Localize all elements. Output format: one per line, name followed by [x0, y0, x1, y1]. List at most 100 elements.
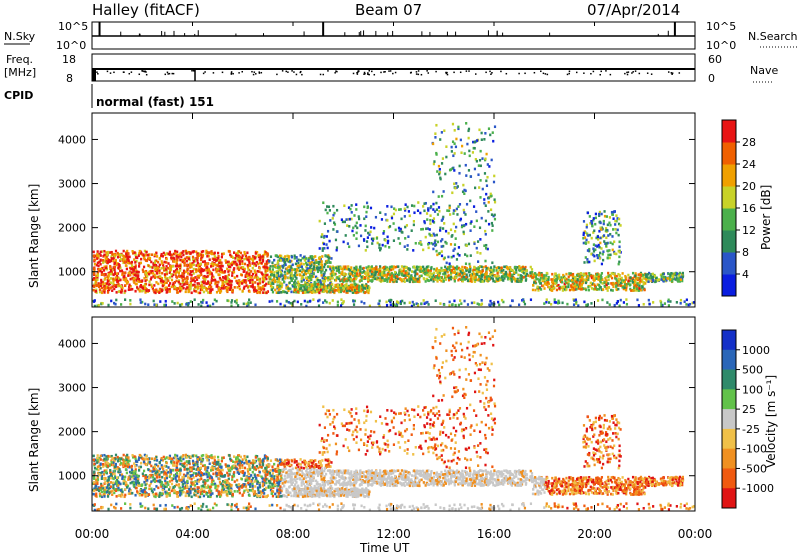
power-cell	[208, 286, 210, 289]
power-cell	[613, 240, 615, 243]
power-cell	[332, 299, 334, 302]
power-cell	[462, 278, 464, 281]
power-cell	[259, 280, 261, 283]
power-cell	[638, 304, 640, 307]
power-cell	[179, 259, 181, 262]
power-cell	[323, 290, 325, 293]
power-cell	[245, 281, 247, 284]
power-cell	[313, 291, 315, 294]
power-cell	[607, 257, 609, 260]
colorbar-tick-label: 8	[742, 246, 749, 259]
power-cell	[484, 260, 486, 263]
power-cell	[450, 276, 452, 279]
nave-point	[167, 72, 169, 74]
velocity-data	[92, 326, 695, 511]
power-cell	[393, 265, 395, 268]
power-cell	[161, 289, 163, 292]
power-cell	[389, 225, 391, 228]
power-cell	[474, 168, 476, 171]
power-cell	[176, 268, 178, 271]
power-cell	[311, 255, 313, 258]
power-cell	[600, 247, 602, 250]
colorbar-segment	[722, 252, 736, 275]
power-cell	[272, 291, 274, 294]
power-cell	[105, 251, 107, 254]
power-cell	[165, 265, 167, 268]
power-cell	[515, 268, 517, 271]
power-cell	[485, 204, 487, 207]
power-cell	[169, 276, 171, 279]
nave-point	[374, 74, 376, 76]
power-cell	[115, 254, 117, 257]
power-cell	[441, 245, 443, 248]
power-cell	[434, 136, 436, 139]
power-cell	[93, 267, 95, 270]
power-cell	[318, 292, 320, 295]
power-cell	[545, 277, 547, 280]
power-cell	[322, 301, 324, 304]
power-cell	[340, 273, 342, 276]
power-cell	[243, 286, 245, 289]
power-cell	[160, 267, 162, 270]
nave-point	[392, 73, 394, 75]
power-cell	[587, 303, 589, 306]
power-cell	[485, 267, 487, 270]
power-cell	[406, 271, 408, 274]
power-cell	[432, 220, 434, 223]
power-cell	[455, 182, 457, 185]
power-cell	[202, 255, 204, 258]
power-cell	[238, 283, 240, 286]
power-cell	[612, 228, 614, 231]
power-cell	[484, 172, 486, 175]
power-cell	[420, 302, 422, 305]
freq-tick-top: 18	[62, 53, 76, 66]
power-cell	[598, 284, 600, 287]
power-cell	[618, 246, 620, 249]
power-cell	[566, 303, 568, 306]
power-cell	[335, 267, 337, 270]
power-cell	[612, 217, 614, 220]
power-cell	[463, 209, 465, 212]
power-cell	[611, 211, 613, 214]
power-cell	[123, 276, 125, 279]
power-cell	[632, 272, 634, 275]
power-cell	[329, 209, 331, 212]
power-cell	[157, 283, 159, 286]
power-cell	[583, 261, 585, 264]
power-cell	[585, 239, 587, 242]
power-cell	[404, 272, 406, 275]
power-cell	[181, 272, 183, 275]
power-cell	[667, 273, 669, 276]
nave-point	[193, 70, 195, 72]
power-cell	[609, 303, 611, 306]
power-cell	[608, 286, 610, 289]
power-cell	[449, 262, 451, 265]
nave-point	[453, 72, 455, 74]
power-cell	[345, 234, 347, 237]
nave-point	[490, 73, 492, 75]
power-cell	[462, 269, 464, 272]
power-cell	[230, 280, 232, 283]
power-cell	[194, 298, 196, 301]
power-cell	[327, 265, 329, 268]
power-cell	[486, 272, 488, 275]
nave-point	[651, 73, 653, 75]
power-cell	[423, 209, 425, 212]
power-cell	[406, 224, 408, 227]
power-cell	[325, 255, 327, 258]
power-cell	[161, 253, 163, 256]
power-cell	[445, 145, 447, 148]
power-cell	[474, 141, 476, 144]
power-cell	[115, 250, 117, 253]
power-cell	[305, 262, 307, 265]
power-cell	[179, 283, 181, 286]
power-cell	[229, 254, 231, 257]
power-cell	[491, 229, 493, 232]
power-cell	[236, 286, 238, 289]
power-cell	[292, 277, 294, 280]
power-cell	[387, 236, 389, 239]
power-cell	[668, 299, 670, 302]
power-cell	[169, 290, 171, 293]
power-cell	[276, 274, 278, 277]
power-cell	[606, 229, 608, 232]
